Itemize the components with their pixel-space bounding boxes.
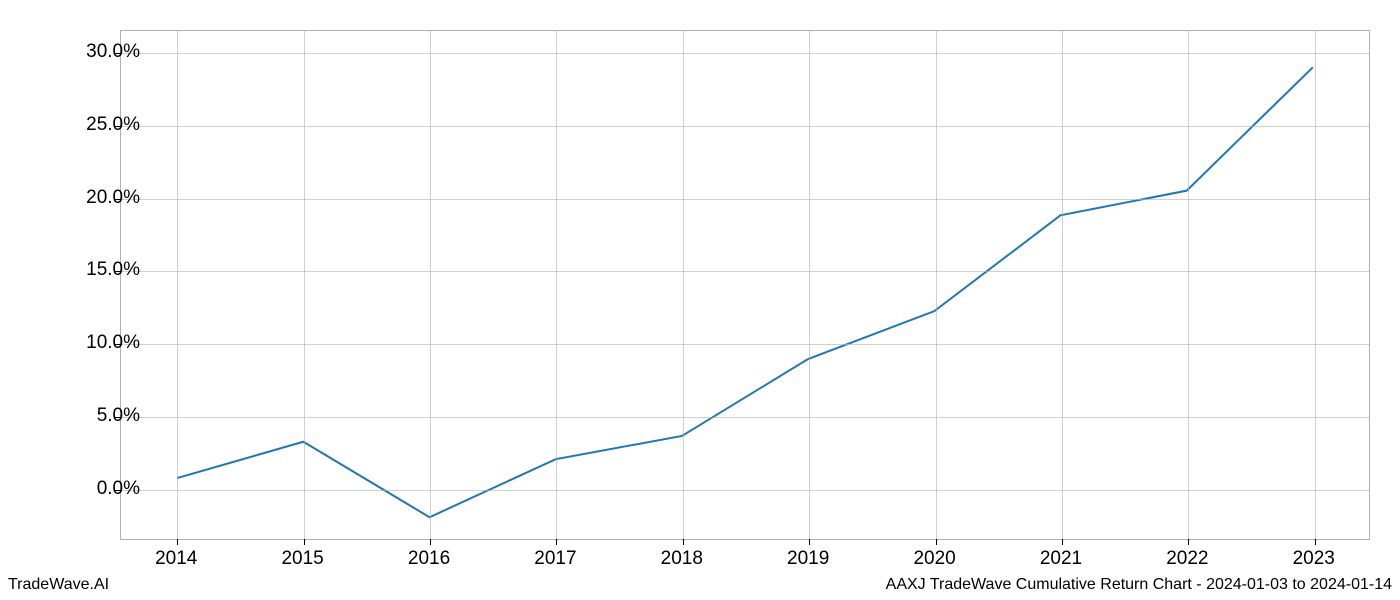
grid-line-vertical (1188, 31, 1189, 539)
x-tick-mark (177, 539, 178, 545)
return-line (177, 67, 1313, 517)
grid-line-vertical (556, 31, 557, 539)
y-tick-label: 5.0% (60, 405, 140, 427)
grid-line-horizontal (121, 199, 1369, 200)
x-tick-label: 2018 (661, 548, 703, 570)
x-tick-mark (304, 539, 305, 545)
plot-area (120, 30, 1370, 540)
x-tick-label: 2017 (534, 548, 576, 570)
grid-line-vertical (177, 31, 178, 539)
y-tick-label: 25.0% (60, 114, 140, 136)
footer-brand: TradeWave.AI (8, 576, 109, 594)
grid-line-vertical (809, 31, 810, 539)
x-tick-mark (1315, 539, 1316, 545)
x-tick-mark (1188, 539, 1189, 545)
grid-line-vertical (936, 31, 937, 539)
grid-line-vertical (683, 31, 684, 539)
grid-line-horizontal (121, 344, 1369, 345)
x-tick-mark (430, 539, 431, 545)
y-tick-label: 10.0% (60, 332, 140, 354)
footer-caption: AAXJ TradeWave Cumulative Return Chart -… (886, 576, 1392, 594)
grid-line-horizontal (121, 271, 1369, 272)
x-tick-mark (556, 539, 557, 545)
grid-line-horizontal (121, 53, 1369, 54)
x-tick-label: 2014 (155, 548, 197, 570)
grid-line-vertical (1062, 31, 1063, 539)
x-tick-mark (936, 539, 937, 545)
y-tick-label: 15.0% (60, 259, 140, 281)
x-tick-label: 2023 (1293, 548, 1335, 570)
grid-line-vertical (1315, 31, 1316, 539)
y-tick-label: 0.0% (60, 478, 140, 500)
grid-line-horizontal (121, 126, 1369, 127)
x-tick-label: 2022 (1166, 548, 1208, 570)
x-tick-label: 2021 (1040, 548, 1082, 570)
x-tick-mark (683, 539, 684, 545)
x-tick-label: 2019 (787, 548, 829, 570)
x-tick-label: 2015 (281, 548, 323, 570)
grid-line-vertical (430, 31, 431, 539)
grid-line-horizontal (121, 490, 1369, 491)
grid-line-vertical (304, 31, 305, 539)
line-chart-svg (121, 31, 1369, 539)
y-tick-label: 30.0% (60, 41, 140, 63)
grid-line-horizontal (121, 417, 1369, 418)
x-tick-mark (1062, 539, 1063, 545)
chart-container (120, 30, 1370, 540)
x-tick-label: 2020 (913, 548, 955, 570)
x-tick-label: 2016 (408, 548, 450, 570)
y-tick-label: 20.0% (60, 187, 140, 209)
x-tick-mark (809, 539, 810, 545)
